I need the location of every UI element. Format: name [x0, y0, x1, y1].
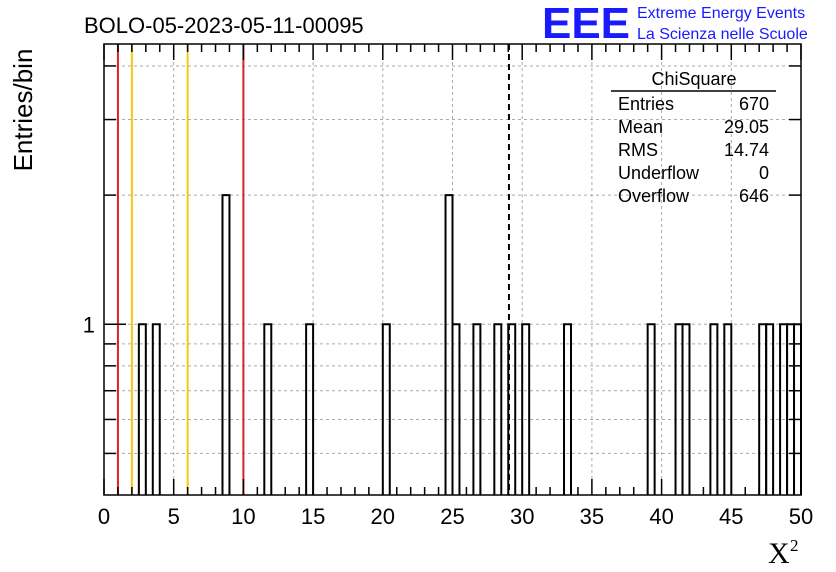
stats-row-value-4: 646 [739, 186, 769, 206]
histogram-bin-2 [221, 194, 231, 495]
stats-row-value-0: 670 [739, 94, 769, 114]
histogram-bin-13 [646, 323, 656, 495]
logo-line1: Extreme Energy Events [637, 5, 805, 22]
stats-row-label-1: Mean [618, 117, 663, 137]
x-tick-label-7: 35 [580, 504, 604, 529]
chart-title: BOLO-05-2023-05-11-00095 [84, 13, 364, 38]
eee-logo: EEE Extreme Energy Events La Scienza nel… [542, 0, 808, 48]
histogram-bin-0 [137, 323, 147, 495]
stats-row-label-4: Overflow [618, 186, 690, 206]
histogram-bin-3 [263, 323, 273, 495]
histogram-bin-20 [779, 323, 789, 495]
x-tick-label-0: 0 [98, 504, 110, 529]
x-tick-label-9: 45 [719, 504, 743, 529]
x-axis-label: X [768, 537, 790, 570]
stats-row-value-2: 14.74 [724, 140, 769, 160]
histogram-bin-17 [723, 323, 733, 495]
histogram-bin-15 [681, 323, 691, 495]
histogram-bin-12 [563, 323, 572, 495]
x-tick-label-3: 15 [301, 504, 325, 529]
stats-row-value-3: 0 [759, 163, 769, 183]
histogram-bin-6 [444, 194, 454, 495]
stats-title: ChiSquare [651, 69, 736, 89]
y-tick-labels: 1 [83, 312, 95, 337]
x-tick-label-8: 40 [649, 504, 673, 529]
histogram-bin-18 [758, 323, 768, 495]
histogram-bin-5 [381, 323, 391, 495]
axis-ticks [103, 44, 802, 495]
histogram-bin-9 [493, 323, 503, 495]
histogram-bin-19 [765, 323, 775, 495]
histogram-bin-7 [451, 323, 461, 495]
histogram-bin-1 [151, 323, 161, 495]
histogram-bin-16 [709, 323, 719, 495]
stats-box: ChiSquare Entries 670 Mean 29.05 RMS 14.74 Und… [611, 69, 776, 206]
x-tick-label-1: 5 [168, 504, 180, 529]
logo-line2: La Scienza nelle Scuole [637, 26, 808, 43]
y-axis-label: Entries/bin [8, 49, 38, 172]
x-axis-label-superscript: 2 [790, 536, 799, 555]
stats-row-label-0: Entries [618, 94, 674, 114]
stats-row-label-2: RMS [618, 140, 658, 160]
x-tick-label-5: 25 [440, 504, 464, 529]
y-tick-label-0: 1 [83, 312, 95, 337]
stats-rows: Entries 670 Mean 29.05 RMS 14.74 Underflow 0 Ove… [618, 94, 769, 206]
histogram-bins [137, 194, 802, 495]
histogram-bin-4 [305, 323, 315, 495]
histogram-bin-11 [521, 323, 531, 495]
histogram-bin-14 [674, 323, 684, 495]
x-tick-label-2: 10 [231, 504, 255, 529]
histogram-bin-21 [786, 323, 796, 495]
stats-row-label-3: Underflow [618, 163, 700, 183]
x-tick-label-6: 30 [510, 504, 534, 529]
logo-eee-text: EEE [542, 0, 630, 48]
histogram-bin-8 [472, 323, 482, 495]
x-tick-label-10: 50 [789, 504, 813, 529]
histogram-bin-22 [793, 323, 802, 495]
x-tick-labels: 0 5 10 15 20 25 30 35 40 45 50 [98, 504, 813, 529]
histogram-bin-10 [507, 323, 517, 495]
stats-row-value-1: 29.05 [724, 117, 769, 137]
x-tick-label-4: 20 [371, 504, 395, 529]
